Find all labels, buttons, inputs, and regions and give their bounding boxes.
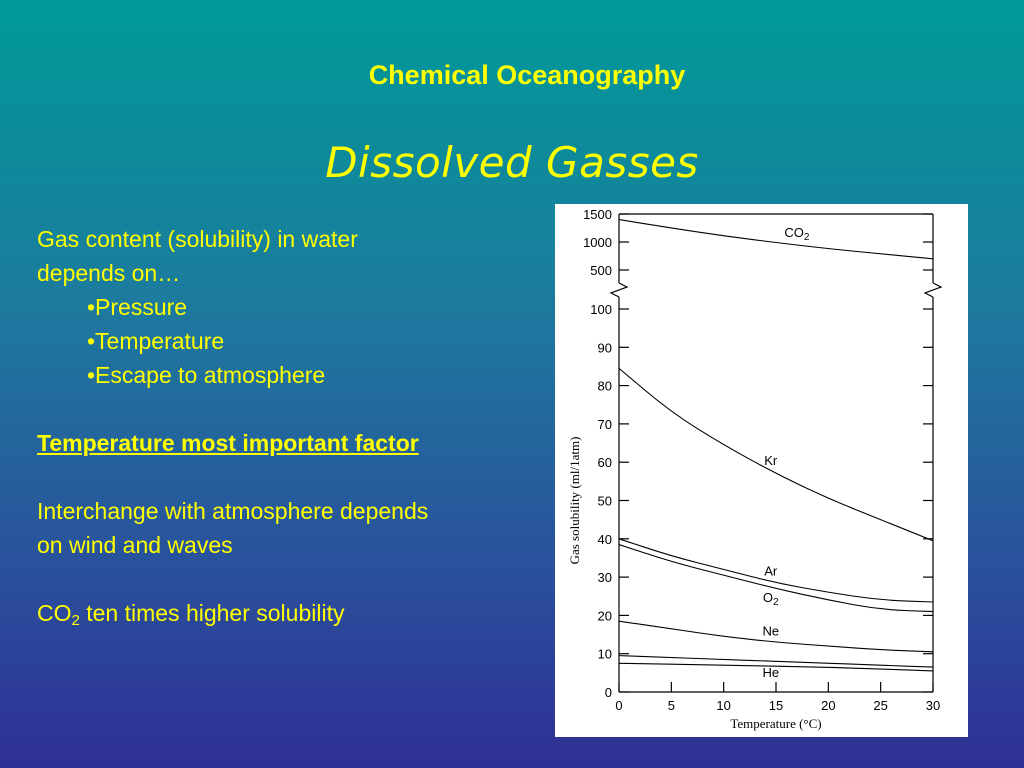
y-tick-label: 40	[598, 532, 612, 547]
series-line-co2	[618, 219, 934, 260]
y-tick-label: 80	[598, 379, 612, 394]
co2-prefix: CO	[37, 600, 72, 626]
x-tick-label: 20	[821, 698, 835, 713]
series-line-ne	[618, 620, 934, 653]
y-tick-label: 0	[605, 685, 612, 700]
y-tick-label-upper: 1500	[583, 207, 612, 222]
emphasis-line: Temperature most important factor	[37, 430, 419, 456]
y-tick-label: 60	[598, 455, 612, 470]
left-axis-break-mark	[609, 282, 629, 298]
y-tick-label: 100	[590, 302, 612, 317]
series-label-subscript: 2	[773, 597, 779, 608]
series-label-co2: CO2	[784, 225, 810, 243]
x-tick-label: 5	[668, 698, 675, 713]
series-label-ne: Ne	[762, 624, 779, 639]
series-label-subscript: 2	[804, 232, 810, 243]
intro-line-1: Gas content (solubility) in water	[37, 226, 358, 252]
intro-line-2: depends on…	[37, 260, 181, 286]
series-line-o2	[618, 544, 934, 613]
x-tick-label: 25	[873, 698, 887, 713]
y-tick-label: 30	[598, 570, 612, 585]
x-tick-label: 0	[615, 698, 622, 713]
series-line-he	[618, 655, 934, 668]
solubility-chart: 0 10 20 30 40 50 60 70 80 90 100 500 1000 1500 0 5 10 15 2…	[555, 204, 968, 737]
series-line-unlabeled-6	[618, 662, 934, 672]
interchange-line-1: Interchange with atmosphere depends	[37, 498, 429, 524]
slide-body: Gas content (solubility) in water depend…	[37, 222, 537, 630]
y-tick-label-upper: 500	[590, 263, 612, 278]
x-tick-label: 15	[769, 698, 783, 713]
solubility-chart-svg: 0 10 20 30 40 50 60 70 80 90 100 500 1000 1500 0 5 10 15 2…	[567, 207, 943, 731]
co2-rest: ten times higher solubility	[79, 600, 345, 626]
bullet-pressure: •Pressure	[87, 294, 188, 320]
interchange-line-2: on wind and waves	[37, 532, 233, 558]
co2-line: CO2 ten times higher solubility	[37, 596, 537, 630]
series-label-ar: Ar	[764, 564, 778, 579]
x-axis-label: Temperature (°C)	[730, 716, 821, 731]
y-tick-label-upper: 1000	[583, 235, 612, 250]
slide-subtitle: Dissolved Gasses	[325, 138, 699, 187]
y-tick-label: 70	[598, 417, 612, 432]
y-tick-label: 10	[598, 647, 612, 662]
co2-subscript: 2	[71, 612, 80, 629]
bullet-escape: •Escape to atmosphere	[87, 362, 326, 388]
y-tick-label: 20	[598, 608, 612, 623]
series-line-ar	[618, 538, 934, 603]
y-tick-label: 90	[598, 340, 612, 355]
y-tick-label: 50	[598, 494, 612, 509]
series-label-o2: O2	[763, 590, 779, 608]
series-label-he: He	[762, 665, 779, 680]
y-axis-label: Gas solubility (ml/1atm)	[567, 437, 582, 565]
x-tick-label: 30	[926, 698, 940, 713]
slide-title: Chemical Oceanography	[368, 60, 686, 90]
bullet-temperature: •Temperature	[87, 328, 225, 354]
series-label-kr: Kr	[764, 453, 778, 468]
series-line-kr	[618, 367, 934, 542]
right-axis-break-mark	[923, 282, 943, 298]
x-tick-label: 10	[716, 698, 730, 713]
